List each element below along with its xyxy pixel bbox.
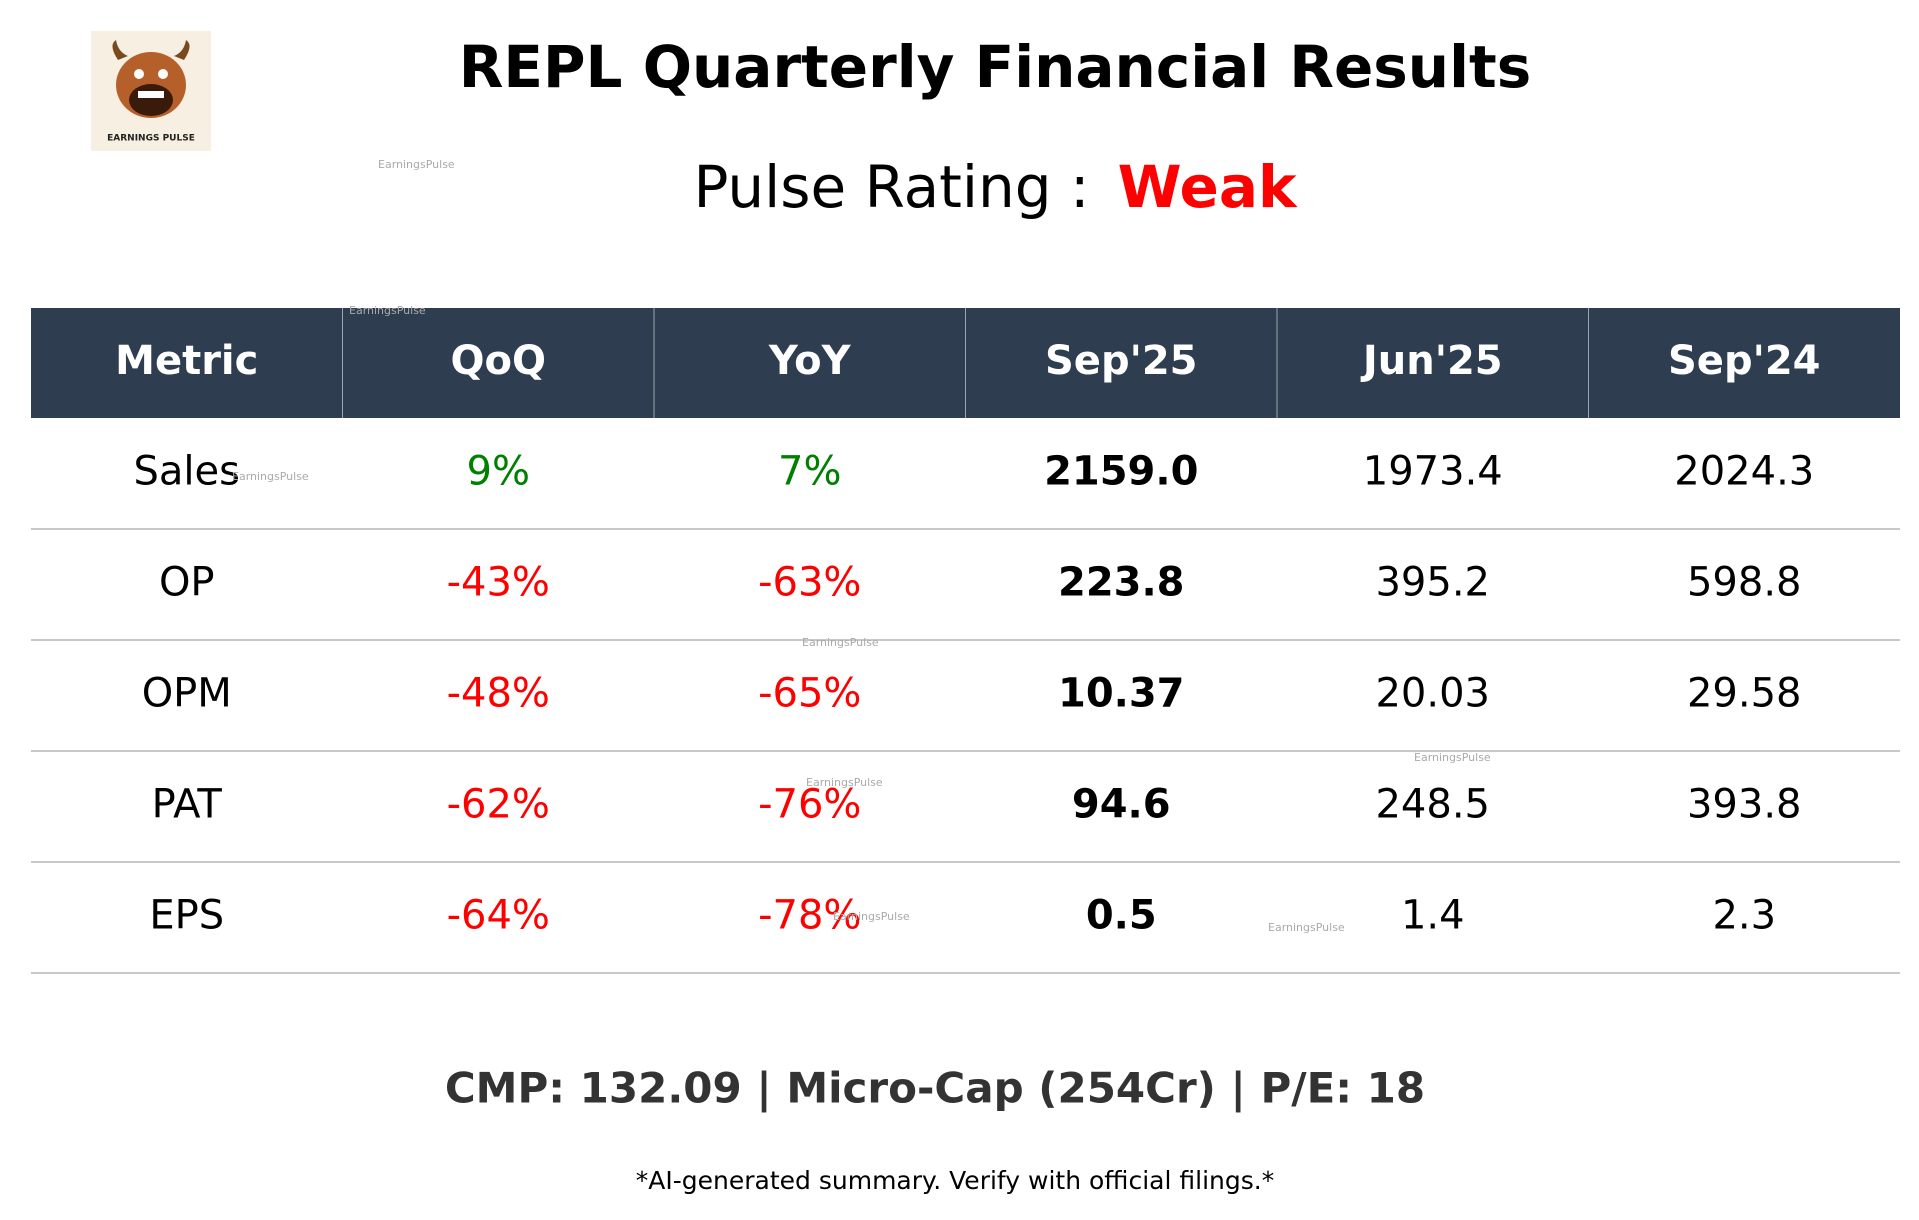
summary: CMP: 132.09 | Micro-Cap (254Cr) | P/E: 1… [445, 1064, 1425, 1113]
logo-eye [158, 69, 168, 79]
header-cell: Sep'24 [1668, 338, 1820, 384]
table-cell: 2.3 [1712, 893, 1776, 939]
watermark: EarningsPulse [378, 158, 455, 171]
watermark: EarningsPulse [833, 910, 910, 923]
table-cell: 20.03 [1375, 671, 1490, 717]
table-cell: 94.6 [1072, 782, 1171, 828]
logo-teeth [138, 91, 164, 98]
logo: EARNINGS PULSE [91, 31, 211, 151]
table-cell: 10.37 [1058, 671, 1185, 717]
table-cell: 1.4 [1401, 893, 1465, 939]
rating-value: Weak [1118, 153, 1298, 221]
table-cell: 7% [778, 449, 841, 495]
disclaimer: *AI-generated summary. Verify with offic… [636, 1166, 1274, 1195]
table-cell: -62% [447, 782, 550, 828]
header-cell: Metric [115, 338, 258, 384]
table-cell: 395.2 [1375, 560, 1490, 606]
rating-label: Pulse Rating : [693, 153, 1089, 221]
table-cell: Sales [134, 449, 240, 495]
table-cell: -43% [447, 560, 550, 606]
header-cell: YoY [768, 338, 852, 384]
rating-line: Pulse Rating : Weak [693, 153, 1298, 221]
header-cell: Sep'25 [1045, 338, 1197, 384]
header-cell: QoQ [451, 338, 547, 384]
table-cell: EPS [149, 893, 224, 939]
table-cell: 393.8 [1687, 782, 1802, 828]
watermark: EarningsPulse [806, 776, 883, 789]
table-cell: 2024.3 [1674, 449, 1814, 495]
table-cell: 223.8 [1058, 560, 1185, 606]
table-cell: 598.8 [1687, 560, 1802, 606]
header-cell: Jun'25 [1360, 338, 1503, 384]
table-cell: -64% [447, 893, 550, 939]
table-cell: -48% [447, 671, 550, 717]
table-cell: 0.5 [1086, 893, 1157, 939]
table-cell: 1973.4 [1363, 449, 1503, 495]
table-cell: PAT [152, 782, 223, 828]
logo-text: EARNINGS PULSE [107, 134, 195, 144]
table-cell: -78% [758, 893, 861, 939]
table-cell: -63% [758, 560, 861, 606]
logo-eye [134, 69, 144, 79]
table-cell: OPM [142, 671, 232, 717]
watermark: EarningsPulse [1268, 921, 1345, 934]
watermark: EarningsPulse [349, 304, 426, 317]
watermark: EarningsPulse [1414, 751, 1491, 764]
table-cell: -76% [758, 782, 861, 828]
table-cell: OP [159, 560, 215, 606]
logo-mouth [129, 84, 173, 116]
title: REPL Quarterly Financial Results [459, 33, 1531, 101]
table-cell: 2159.0 [1044, 449, 1198, 495]
table-cell: -65% [758, 671, 861, 717]
table-cell: 9% [467, 449, 530, 495]
table-cell: 248.5 [1375, 782, 1490, 828]
table: Metric QoQ YoY Sep'25 Jun'25 Sep'24 Sales 9% 7% 2… [31, 308, 1900, 974]
watermark: EarningsPulse [232, 470, 309, 483]
watermark: EarningsPulse [802, 636, 879, 649]
logo-horns [112, 40, 190, 60]
table-cell: 29.58 [1687, 671, 1802, 717]
